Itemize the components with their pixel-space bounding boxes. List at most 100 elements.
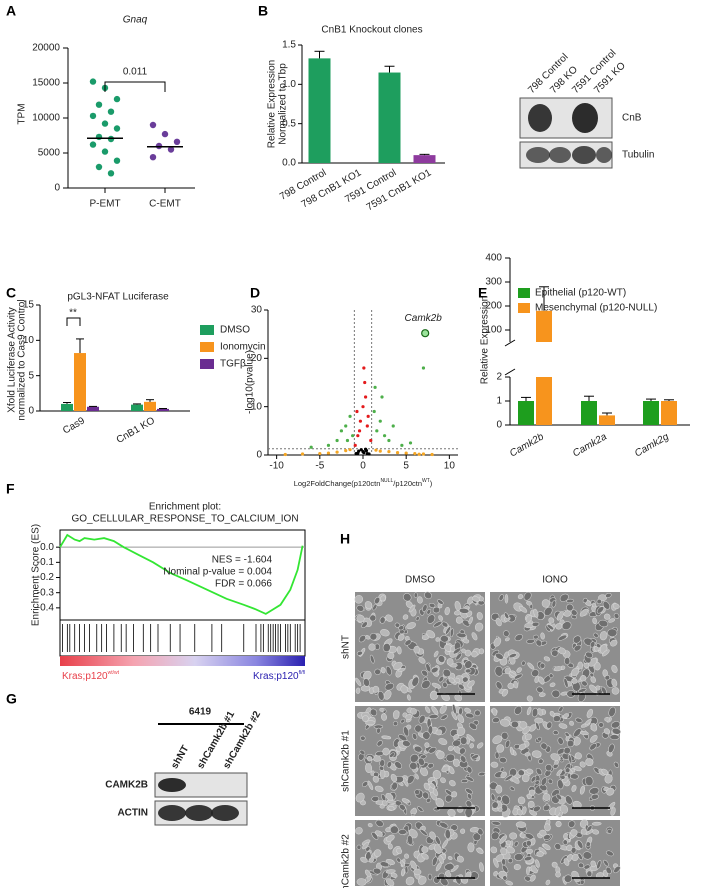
cell [374, 785, 384, 792]
cell [365, 763, 373, 774]
cell [456, 806, 464, 813]
cell [444, 863, 455, 871]
cell [414, 724, 422, 733]
cell [491, 801, 499, 809]
dot [149, 154, 157, 161]
cell [524, 752, 531, 757]
cell [514, 634, 523, 642]
cell [462, 676, 469, 683]
bar [61, 403, 73, 411]
cell [582, 597, 588, 604]
cell [356, 650, 363, 656]
cell [533, 634, 539, 640]
legend-swatch [200, 359, 214, 369]
blot-title: 6419 [189, 707, 212, 718]
dot [107, 108, 115, 115]
y-tick-label: 400 [485, 253, 502, 264]
cell [498, 594, 504, 601]
cell [566, 598, 574, 603]
cell [516, 809, 523, 816]
cell [428, 602, 436, 608]
cell [549, 710, 555, 717]
cell [364, 869, 371, 877]
x-axis-label: Log2FoldChange(p120ctnNULL/p120ctnWT) [294, 478, 433, 488]
point [365, 451, 369, 456]
y-axis-label: Relative Expression [480, 296, 491, 384]
x-axis-label-part: WT [422, 478, 430, 484]
cell [538, 692, 546, 697]
cell [601, 768, 609, 776]
cell [554, 806, 562, 816]
cell [494, 751, 500, 760]
cell [611, 687, 620, 695]
cell [355, 827, 363, 835]
cell [402, 614, 409, 620]
cell [605, 866, 612, 875]
cell [551, 689, 561, 698]
point [413, 451, 417, 456]
y-tick-label: -0.3 [37, 587, 55, 598]
cell [577, 852, 583, 861]
cell [523, 591, 532, 601]
cell [454, 694, 463, 702]
cell [393, 721, 398, 727]
cell [604, 774, 613, 784]
point [300, 452, 305, 456]
cell [416, 596, 423, 604]
dot [149, 121, 157, 129]
cell [376, 740, 383, 747]
cell [589, 684, 598, 693]
cell [580, 879, 585, 885]
cell [558, 706, 564, 713]
panel-label: C [6, 285, 16, 301]
cell [413, 745, 423, 753]
cell [419, 767, 428, 777]
bar [661, 401, 677, 425]
cell [398, 667, 406, 672]
cell [537, 736, 542, 742]
y-tick-label: 30 [251, 305, 263, 316]
y-axis-label: Normalized to Tbp [278, 63, 289, 145]
point [387, 450, 391, 454]
point [361, 405, 365, 409]
cell [465, 800, 473, 808]
axes [267, 310, 458, 456]
cell [451, 711, 458, 721]
cell [573, 728, 582, 738]
point [408, 441, 413, 445]
cell [567, 754, 573, 764]
cell [493, 858, 499, 868]
cell [561, 621, 572, 631]
cell [423, 782, 430, 791]
cell [386, 761, 392, 768]
x-tick-label: Camk2a [571, 431, 609, 459]
cell [422, 731, 431, 740]
band [596, 147, 612, 163]
cell [465, 775, 474, 782]
bar [536, 377, 552, 425]
cell [538, 758, 544, 764]
y-axis-label: TPM [17, 103, 28, 124]
cell [369, 632, 378, 641]
cell [399, 804, 406, 811]
cell [513, 863, 521, 871]
cell [379, 616, 386, 624]
cell [389, 752, 395, 758]
cell [501, 689, 509, 697]
cell [356, 604, 365, 612]
cell [451, 791, 458, 798]
cell [536, 686, 544, 693]
panel-label: D [250, 285, 260, 301]
cell [418, 876, 427, 885]
cell [579, 608, 589, 617]
cell [508, 653, 517, 659]
cell [402, 740, 411, 747]
cell [526, 768, 534, 774]
band [526, 147, 550, 163]
dot [113, 157, 121, 164]
cell [539, 662, 546, 669]
bar [308, 58, 331, 163]
cell [516, 667, 522, 673]
cell [422, 791, 429, 800]
cell [511, 720, 519, 729]
